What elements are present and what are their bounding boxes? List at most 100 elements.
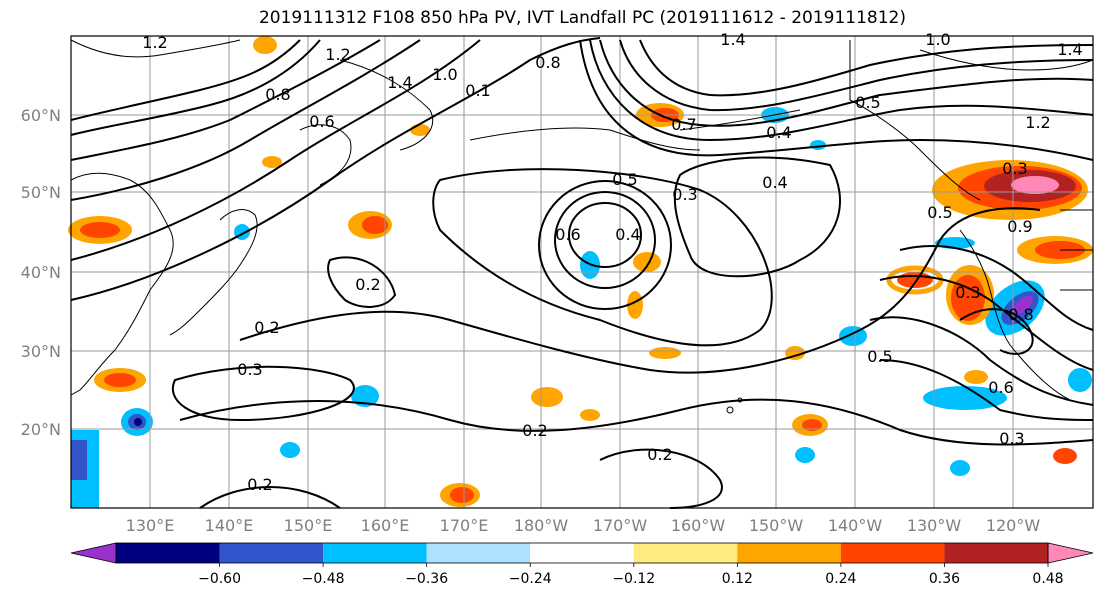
contour-line bbox=[70, 39, 321, 136]
contour-line bbox=[879, 275, 1094, 371]
longitude-labels: 130°E 140°E 150°E 160°E 170°E 180°W 170°W 160°W… bbox=[126, 516, 1041, 535]
contour-label: 1.4 bbox=[1057, 40, 1082, 59]
contour-label: 0.6 bbox=[309, 112, 334, 131]
shade-alaska-positive bbox=[932, 160, 1088, 220]
latitude-label: 60°N bbox=[21, 106, 61, 125]
contour-label: 0.2 bbox=[355, 275, 380, 294]
map-frame bbox=[70, 35, 1094, 509]
longitude-label: 130°E bbox=[126, 516, 175, 535]
contour-label: 0.7 bbox=[671, 115, 696, 134]
longitude-label: 160°E bbox=[361, 516, 410, 535]
longitude-label: 140°E bbox=[205, 516, 254, 535]
colorbar-tick-label: 0.12 bbox=[722, 571, 753, 587]
contour-label: 0.9 bbox=[1007, 217, 1032, 236]
contour-label: 0.8 bbox=[265, 85, 290, 104]
longitude-label: 180°W bbox=[514, 516, 569, 535]
contour-label: 0.3 bbox=[672, 185, 697, 204]
contour-line bbox=[179, 398, 1094, 446]
contour-line bbox=[171, 365, 355, 422]
contour-label: 1.2 bbox=[142, 33, 167, 52]
contour-line bbox=[70, 39, 481, 261]
shade-center-positive bbox=[633, 252, 661, 272]
shade-philippines-negative bbox=[121, 408, 153, 436]
colorbar-segment bbox=[323, 543, 427, 563]
longitude-label: 120°W bbox=[986, 516, 1041, 535]
contour-label: 0.2 bbox=[647, 445, 672, 464]
contour-label: 1.0 bbox=[432, 65, 457, 84]
contour-line bbox=[70, 39, 381, 161]
colorbar-tick-label: 0.48 bbox=[1032, 571, 1063, 587]
contour-label: 0.4 bbox=[766, 123, 791, 142]
longitude-label: 160°W bbox=[671, 516, 726, 535]
contour-label: 0.8 bbox=[535, 53, 560, 72]
contour-line bbox=[554, 191, 656, 289]
contour-line bbox=[959, 308, 1034, 355]
colorbar-segment bbox=[944, 543, 1048, 563]
latitude-label: 20°N bbox=[21, 420, 61, 439]
contour-label: 1.2 bbox=[1025, 113, 1050, 132]
contour-label: 0.2 bbox=[522, 421, 547, 440]
contour-line bbox=[199, 486, 341, 509]
contour-label: 0.3 bbox=[1002, 159, 1027, 178]
colorbar-tick-label: −0.36 bbox=[405, 571, 448, 587]
colorbar-tick-label: −0.24 bbox=[509, 571, 552, 587]
contour-line bbox=[639, 39, 1094, 97]
contour-line bbox=[568, 202, 642, 268]
latitude-labels: 60°N 50°N 40°N 30°N 20°N bbox=[21, 106, 61, 439]
contour-line bbox=[70, 39, 421, 201]
contour-label: 0.2 bbox=[247, 475, 272, 494]
contour-line bbox=[327, 256, 397, 308]
longitude-label: 170°W bbox=[593, 516, 648, 535]
contour-line bbox=[70, 39, 301, 121]
colorbar-segment bbox=[530, 543, 634, 563]
colorbar-segment bbox=[426, 543, 531, 563]
contour-labels: 1.2 0.8 1.2 1.4 1.0 0.1 0.8 1.4 1.0 1.4 0.7 0.6 0.5 0… bbox=[142, 30, 1082, 494]
contour-label: 0.6 bbox=[555, 225, 580, 244]
contour-label: 1.4 bbox=[720, 30, 745, 49]
contour-line bbox=[432, 168, 773, 347]
contour-line bbox=[899, 245, 1094, 331]
pv-contours bbox=[70, 37, 1094, 509]
contour-label: 0.4 bbox=[762, 173, 787, 192]
longitude-label: 170°E bbox=[440, 516, 489, 535]
longitude-label: 130°W bbox=[907, 516, 962, 535]
colorbar-segment bbox=[116, 543, 220, 563]
contour-line bbox=[70, 37, 601, 301]
contour-label: 1.0 bbox=[925, 30, 950, 49]
contour-line bbox=[579, 39, 1094, 161]
shade-scs-negative bbox=[71, 430, 99, 508]
latitude-label: 50°N bbox=[21, 183, 61, 202]
contour-line bbox=[673, 156, 841, 278]
contour-label: 0.3 bbox=[999, 429, 1024, 448]
shade-coast-negative bbox=[1068, 368, 1092, 392]
colorbar-segment bbox=[633, 543, 738, 563]
contour-line bbox=[879, 359, 1094, 421]
contour-line bbox=[239, 207, 1041, 374]
contour-line bbox=[599, 39, 1094, 127]
shade-subtropic-negative bbox=[923, 386, 1007, 410]
contour-label: 0.1 bbox=[465, 81, 490, 100]
contour-label: 0.5 bbox=[612, 170, 637, 189]
colorbar-segment bbox=[840, 543, 945, 563]
contour-label: 0.3 bbox=[955, 283, 980, 302]
contour-label: 0.8 bbox=[1008, 305, 1033, 324]
latitude-label: 30°N bbox=[21, 342, 61, 361]
latitude-label: 40°N bbox=[21, 263, 61, 282]
contour-line bbox=[869, 316, 1094, 406]
contour-line bbox=[599, 448, 723, 509]
chart-title: 2019111312 F108 850 hPa PV, IVT Landfall… bbox=[258, 8, 906, 28]
colorbar-extend-max bbox=[1047, 542, 1094, 564]
contour-label: 0.5 bbox=[927, 203, 952, 222]
colorbar-tick-label: 0.36 bbox=[929, 571, 960, 587]
colorbar-tick-label: 0.24 bbox=[825, 571, 856, 587]
contour-label: 1.2 bbox=[325, 45, 350, 64]
contour-label: 0.5 bbox=[867, 347, 892, 366]
contour-line bbox=[589, 39, 1094, 142]
contour-label: 0.2 bbox=[254, 318, 279, 337]
coastlines bbox=[70, 39, 1094, 414]
colorbar-tick-label: −0.60 bbox=[198, 571, 241, 587]
contour-line bbox=[619, 39, 1094, 112]
colorbar-tick-label: −0.12 bbox=[612, 571, 655, 587]
contour-label: 0.4 bbox=[615, 225, 640, 244]
